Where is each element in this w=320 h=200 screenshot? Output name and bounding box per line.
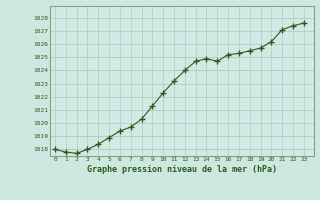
X-axis label: Graphe pression niveau de la mer (hPa): Graphe pression niveau de la mer (hPa) (87, 165, 276, 174)
